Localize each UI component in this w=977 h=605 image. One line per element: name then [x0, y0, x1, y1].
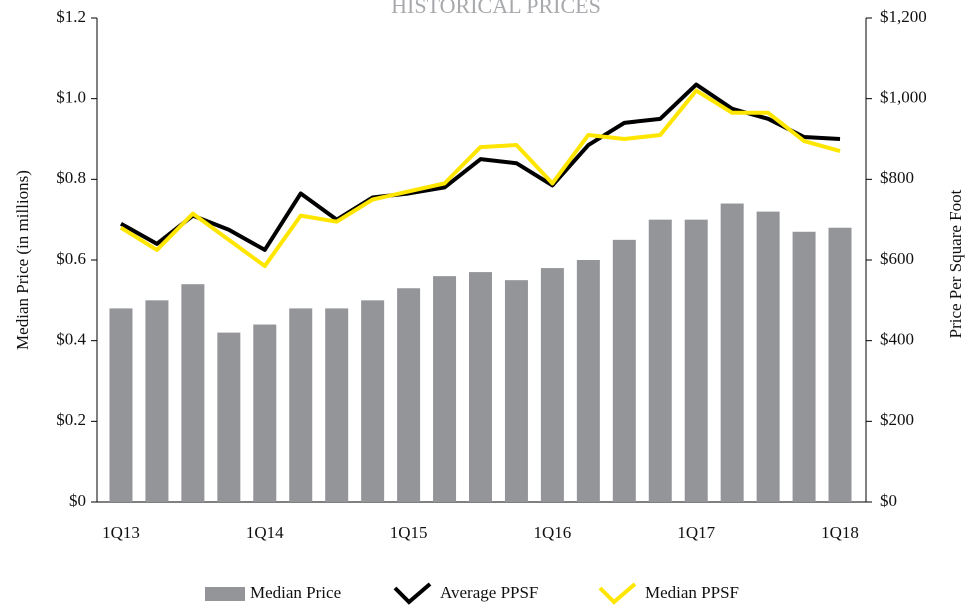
x-tick-label: 1Q16: [534, 523, 572, 542]
bar: [145, 300, 169, 502]
y2-tick-label: $1,000: [880, 88, 927, 107]
y-axis-label: Median Price (in millions): [13, 170, 32, 350]
y2-tick-label: $600: [880, 249, 914, 268]
bar: [792, 231, 816, 502]
legend-label: Average PPSF: [440, 583, 538, 602]
bar: [828, 227, 852, 502]
bar: [576, 260, 600, 502]
bar: [109, 308, 133, 502]
x-tick-label: 1Q17: [677, 523, 715, 542]
legend-swatch: [393, 582, 432, 605]
x-tick-label: 1Q15: [390, 523, 428, 542]
bar: [720, 203, 744, 503]
bar: [217, 332, 241, 502]
line: [119, 88, 841, 269]
y-tick-label: $0.2: [56, 410, 86, 429]
y2-tick-label: $0: [880, 491, 897, 510]
bar: [612, 239, 636, 503]
bar: [433, 276, 457, 502]
y-tick-label: $0.6: [56, 249, 86, 268]
y-tick-label: $1.2: [56, 7, 86, 26]
y-tick-label: $0.8: [56, 168, 86, 187]
bar: [540, 268, 564, 502]
bar: [325, 308, 349, 502]
bar: [181, 284, 205, 502]
chart-title: HISTORICAL PRICES: [391, 0, 601, 18]
y-tick-label: $0: [69, 491, 86, 510]
y2-tick-label: $200: [880, 410, 914, 429]
x-tick-label: 1Q13: [102, 523, 140, 542]
bar: [504, 280, 528, 502]
bar: [684, 219, 708, 502]
y2-tick-label: $1,200: [880, 7, 927, 26]
bar: [469, 272, 492, 502]
bar: [756, 211, 780, 502]
y-tick-label: $0.4: [56, 330, 86, 349]
legend-label: Median Price: [250, 583, 341, 602]
legend-swatch: [598, 582, 637, 605]
y-tick-label: $1.0: [56, 88, 86, 107]
x-tick-label: 1Q18: [821, 523, 859, 542]
bar: [289, 308, 313, 502]
bar: [361, 300, 385, 502]
y2-axis-label: Price Per Square Foot: [946, 189, 965, 338]
x-tick-label: 1Q14: [246, 523, 284, 542]
bar: [253, 324, 277, 502]
bar: [648, 219, 672, 502]
bar: [397, 288, 421, 502]
legend-swatch: [205, 587, 245, 601]
y2-tick-label: $800: [880, 168, 914, 187]
y2-tick-label: $400: [880, 330, 914, 349]
line: [119, 82, 841, 252]
legend-label: Median PPSF: [645, 583, 739, 602]
